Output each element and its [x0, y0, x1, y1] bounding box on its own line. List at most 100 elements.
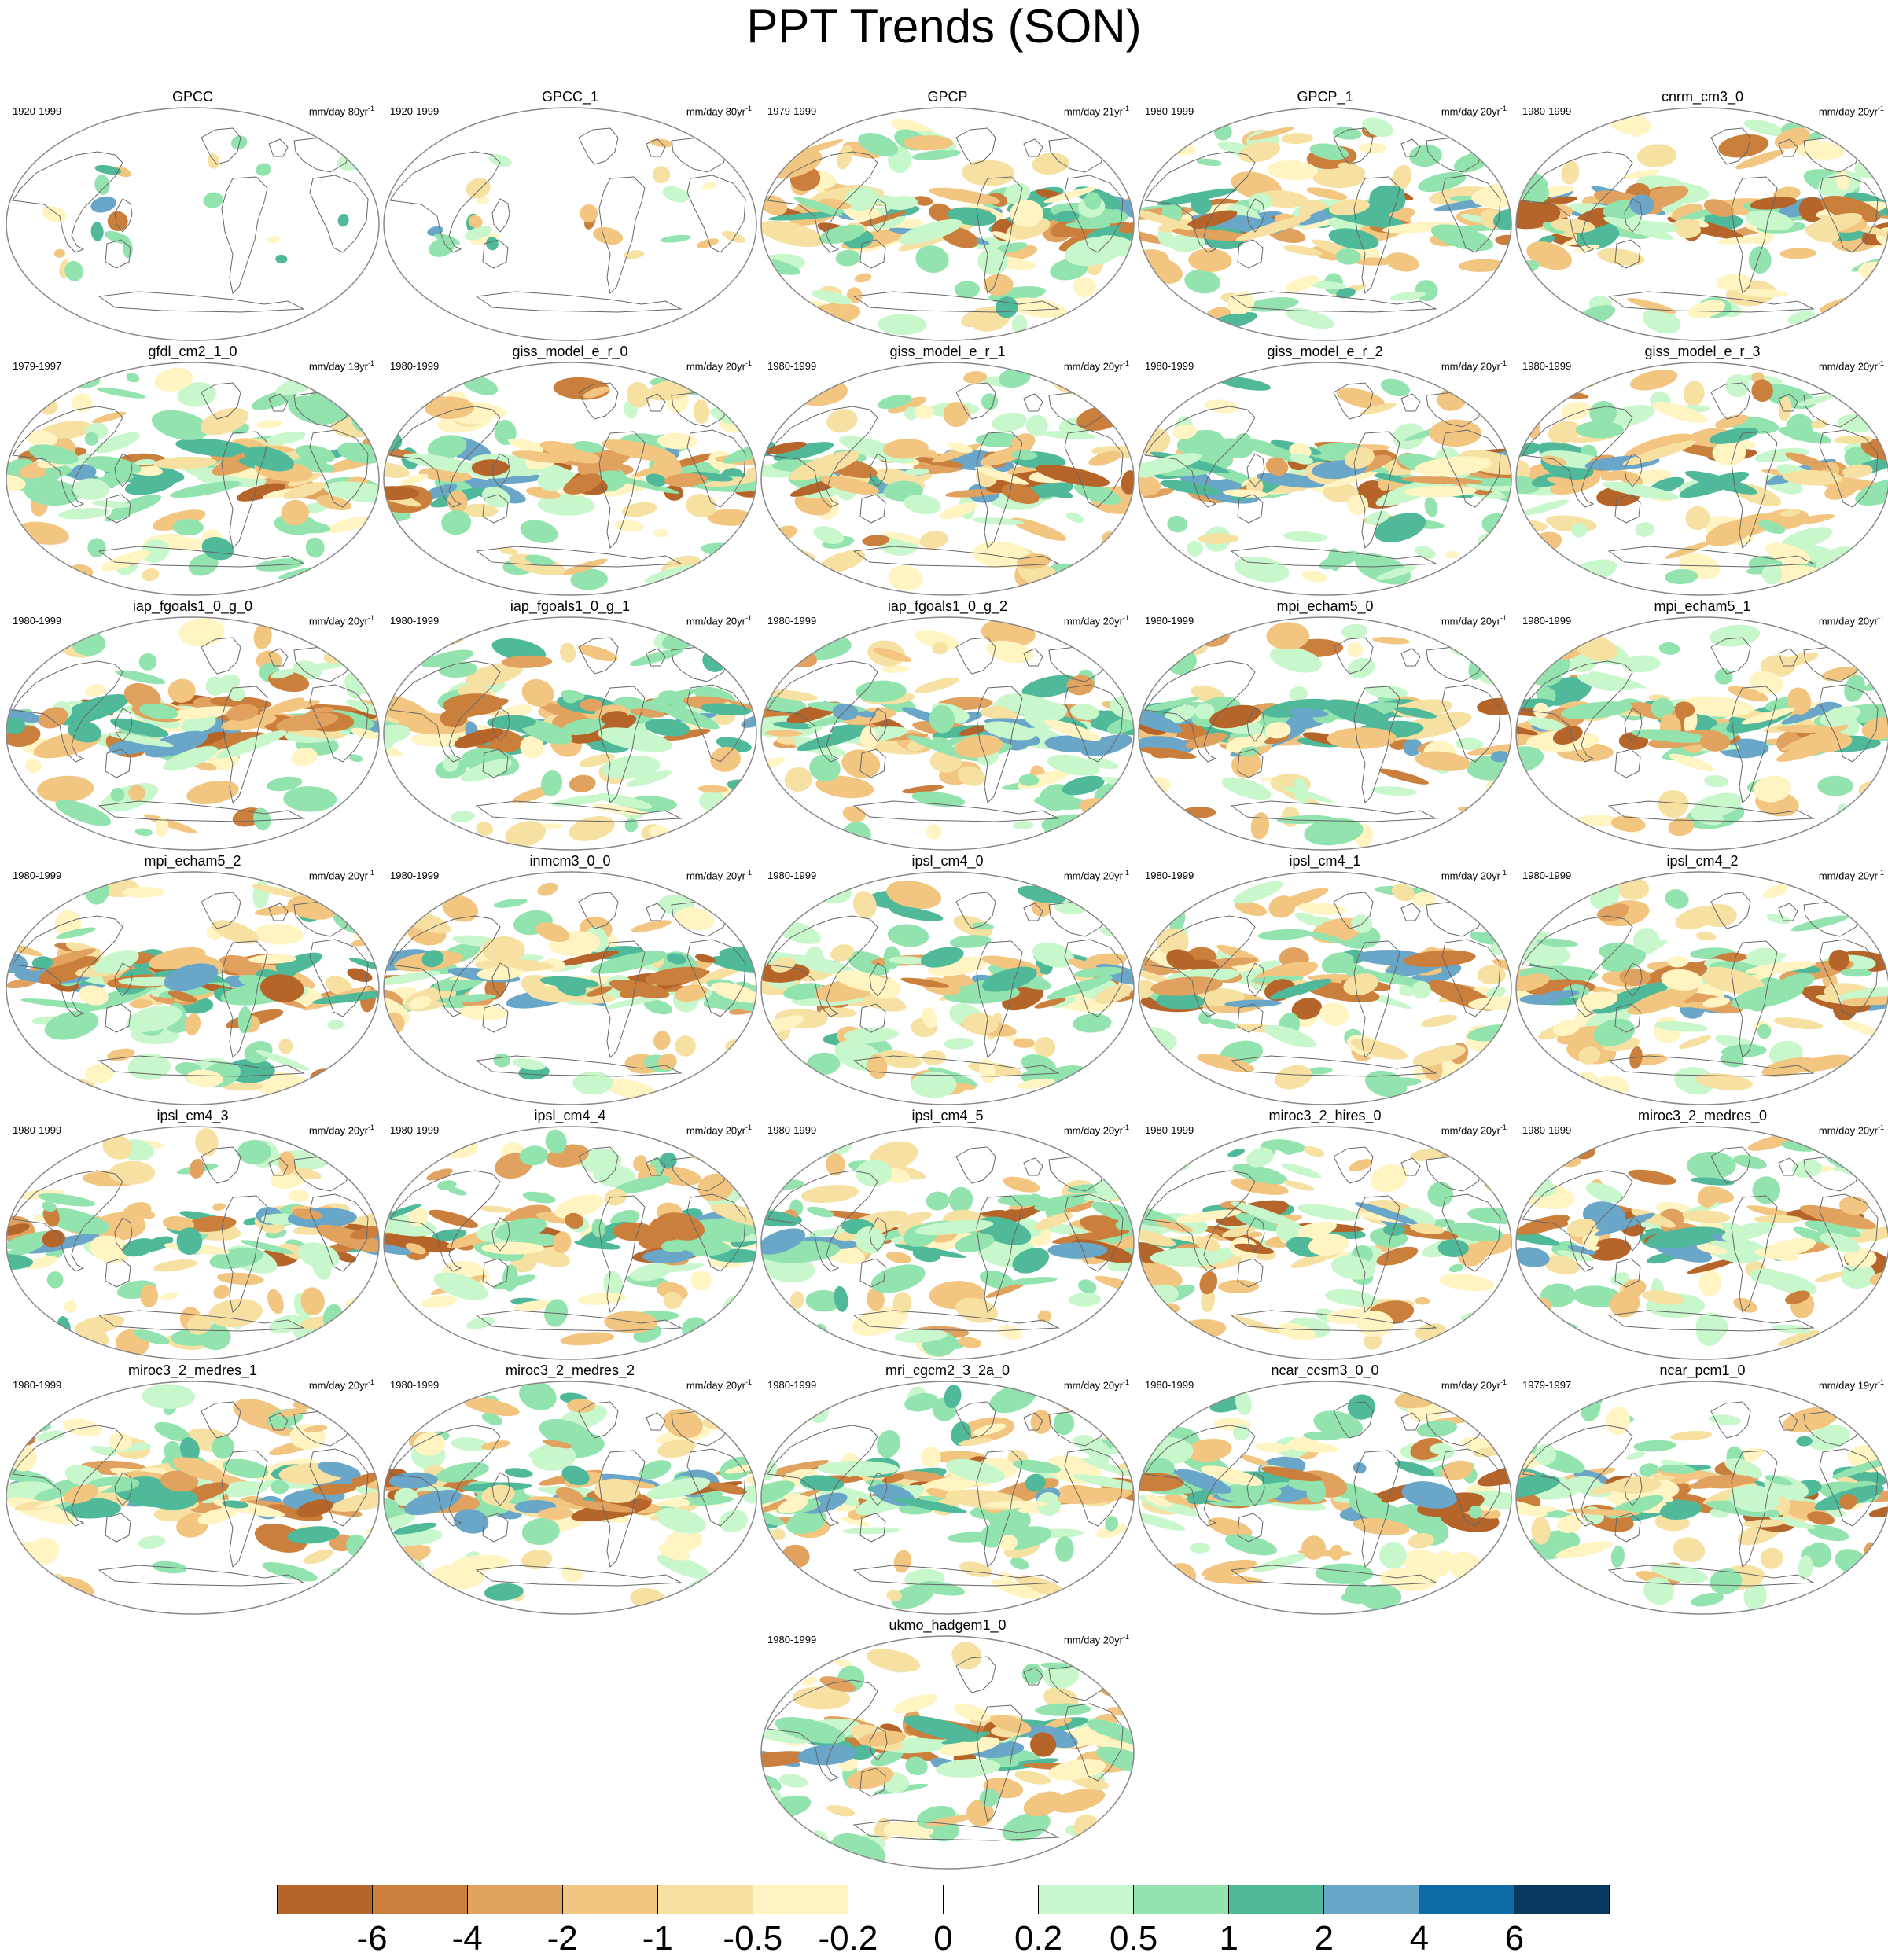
coastline [1246, 962, 1265, 997]
trend-contour-blob [1256, 473, 1325, 488]
trend-contour-blob [1537, 388, 1589, 399]
panel-units: mm/day 19yr-1 [1819, 1376, 1884, 1392]
trend-contour-blob [572, 441, 605, 453]
trend-contour-blob [384, 462, 410, 479]
coastline [1522, 151, 1633, 253]
trend-contour-blob [561, 1465, 590, 1486]
trend-contour-blob [1303, 1432, 1341, 1441]
trend-contour-blob [1360, 403, 1397, 415]
trend-contour-blob [252, 884, 309, 899]
trend-contour-blob [701, 182, 716, 190]
trend-contour-blob [1538, 367, 1595, 387]
trend-contour-blob [1768, 1516, 1816, 1529]
map-outline [760, 362, 1135, 596]
trend-contour-blob [1008, 297, 1067, 318]
trend-contour-blob [1190, 1543, 1211, 1554]
coastline [221, 1450, 268, 1568]
trend-contour-blob [1415, 751, 1471, 771]
trend-contour-blob [1315, 1563, 1374, 1584]
trend-contour-blob [1427, 1182, 1453, 1207]
trend-contour-blob [1393, 423, 1426, 450]
trend-contour-blob [847, 951, 890, 976]
trend-contour-blob [888, 565, 923, 591]
trend-contour-blob [817, 550, 866, 574]
trend-contour-blob [971, 517, 1025, 525]
trend-contour-blob [904, 1392, 938, 1412]
trend-contour-blob [1848, 118, 1888, 148]
trend-contour-blob [1313, 1410, 1364, 1439]
coastline [1614, 748, 1641, 778]
coastline [1819, 1448, 1879, 1527]
trend-contour-blob [945, 1458, 1005, 1484]
trend-contour-blob [957, 766, 986, 786]
trend-contour-blob [347, 1419, 372, 1434]
trend-contour-blob [902, 785, 944, 794]
trend-contour-blob [1410, 1437, 1445, 1460]
trend-contour-blob [1630, 370, 1678, 391]
trend-contour-blob [1017, 1078, 1055, 1090]
coastline [646, 138, 666, 157]
trend-contour-blob [1411, 1148, 1443, 1161]
units-period: 20yr [1102, 360, 1123, 373]
trend-contour-blob [109, 1160, 156, 1185]
coastline [1400, 138, 1421, 157]
units-prefix: mm/day [1063, 1634, 1103, 1646]
trend-contour-blob [1403, 950, 1476, 968]
coastline [1144, 660, 1256, 763]
coastline [1333, 1401, 1374, 1439]
trend-contour-blob [6, 952, 28, 974]
coastline [1246, 1217, 1265, 1252]
trend-contour-blob [878, 314, 927, 336]
map-outline [760, 871, 1135, 1105]
robinson-map [1138, 616, 1512, 851]
trend-contour-blob [1798, 395, 1833, 406]
trend-contour-blob [1231, 1201, 1303, 1230]
trend-contour-blob [519, 1145, 549, 1166]
trend-contour-blob [1365, 510, 1390, 525]
trend-contour-blob [1261, 1466, 1323, 1482]
units-exponent: -1 [367, 105, 374, 112]
colorbar [277, 1885, 1610, 1914]
trend-contour-blob [151, 410, 209, 440]
trend-contour-blob [443, 693, 504, 716]
trend-contour-blob [1623, 1279, 1647, 1296]
trend-contour-blob [614, 520, 644, 532]
trend-contour-blob [1289, 686, 1308, 702]
coastline [105, 748, 131, 778]
trend-contour-blob [1555, 632, 1588, 643]
trend-contour-blob [384, 724, 411, 745]
trend-contour-blob [1606, 1407, 1630, 1436]
coastline [1614, 1513, 1641, 1543]
trend-contour-blob [1347, 642, 1364, 658]
trend-contour-blob [267, 236, 280, 244]
panel-title: gfdl_cm2_1_0 [148, 344, 237, 359]
panel-units: mm/day 20yr-1 [1064, 1376, 1129, 1392]
trend-contour-blob [1235, 215, 1311, 241]
trend-contour-blob [324, 481, 379, 503]
panel-period: 1979-1997 [1522, 1379, 1572, 1391]
colorbar-swatch [562, 1885, 657, 1914]
units-prefix: mm/day [686, 870, 726, 882]
coastline [869, 198, 888, 233]
map-outline [6, 871, 380, 1105]
coastline [309, 939, 369, 1017]
coastline [1710, 1146, 1751, 1184]
trend-contour-blob [1224, 999, 1282, 1008]
trend-contour-blob [1234, 556, 1290, 583]
panel-title: miroc3_2_hires_0 [1268, 1108, 1382, 1123]
trend-contour-blob [577, 1292, 627, 1305]
coastline [578, 1401, 619, 1439]
trend-contour-blob [1032, 942, 1075, 968]
trend-contour-blob [1404, 485, 1477, 498]
trend-contour-blob [593, 1164, 637, 1188]
robinson-map [760, 616, 1135, 851]
trend-contour-blob [1652, 402, 1708, 423]
trend-contour-blob [484, 1583, 524, 1601]
trend-contour-blob [1516, 475, 1540, 495]
trend-contour-blob [312, 991, 379, 1005]
trend-contour-blob [96, 387, 146, 399]
trend-contour-blob [207, 153, 220, 169]
coastline [1607, 291, 1815, 313]
trend-contour-blob [1139, 208, 1194, 230]
trend-contour-blob [1416, 1420, 1458, 1438]
